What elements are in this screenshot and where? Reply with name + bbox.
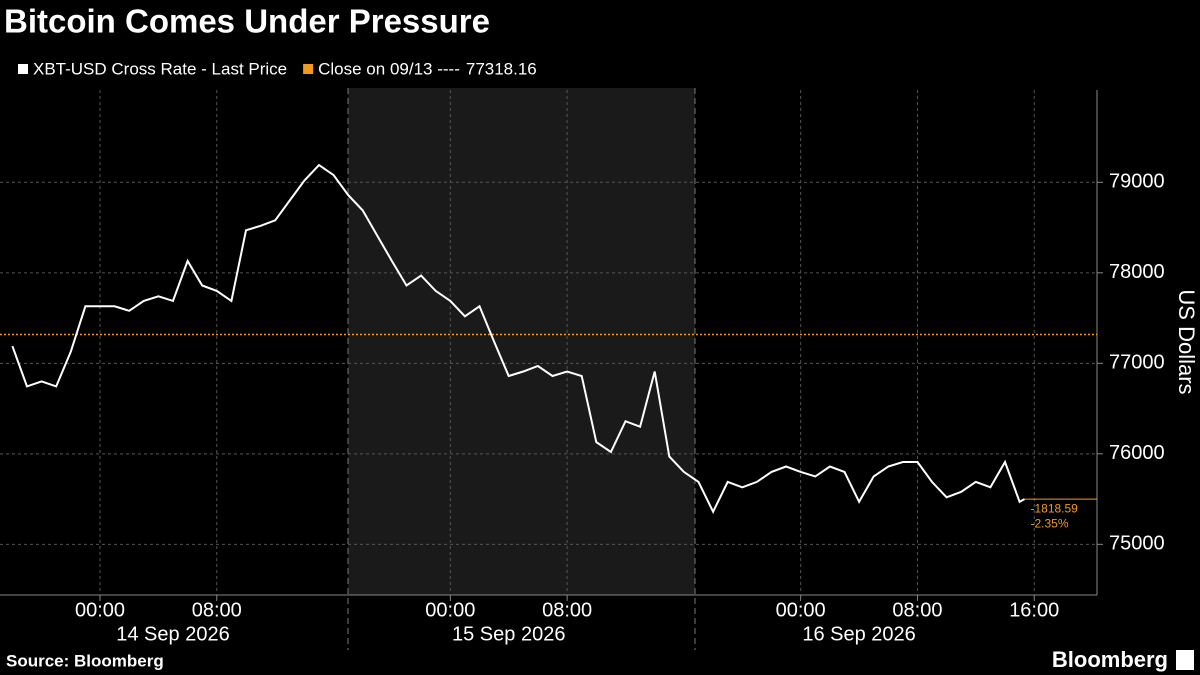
y-tick-label: 76000 bbox=[1109, 442, 1165, 464]
chart-title: Bitcoin Comes Under Pressure bbox=[4, 3, 490, 40]
x-tick-label: 16:00 bbox=[1009, 599, 1059, 621]
y-tick-label: 79000 bbox=[1109, 171, 1165, 193]
x-tick-label: 00:00 bbox=[776, 599, 826, 621]
change-pct-label: -2.35% bbox=[1030, 516, 1068, 530]
date-label: 14 Sep 2026 bbox=[116, 623, 229, 645]
y-tick-label: 77000 bbox=[1109, 352, 1165, 374]
date-label: 15 Sep 2026 bbox=[452, 623, 565, 645]
source: Source: Bloomberg bbox=[6, 651, 164, 670]
legend-label: Close on 09/13 ---- bbox=[318, 59, 460, 78]
price-line bbox=[11, 163, 1025, 514]
brand: Bloomberg bbox=[1052, 647, 1168, 672]
legend-label: XBT-USD Cross Rate - Last Price bbox=[33, 59, 287, 78]
x-tick-label: 08:00 bbox=[892, 599, 942, 621]
day-band bbox=[348, 88, 695, 595]
legend-swatch bbox=[18, 64, 28, 74]
y-tick-label: 78000 bbox=[1109, 261, 1165, 283]
brand-icon bbox=[1176, 650, 1194, 670]
y-tick-label: 75000 bbox=[1109, 533, 1165, 555]
date-label: 16 Sep 2026 bbox=[802, 623, 915, 645]
x-tick-label: 00:00 bbox=[75, 599, 125, 621]
change-label: -1818.59 bbox=[1030, 501, 1078, 515]
x-tick-label: 00:00 bbox=[425, 599, 475, 621]
x-tick-label: 08:00 bbox=[192, 599, 242, 621]
x-tick-label: 08:00 bbox=[542, 599, 592, 621]
legend-value: 77318.16 bbox=[466, 59, 537, 78]
legend-swatch bbox=[303, 64, 314, 74]
y-axis-title: US Dollars bbox=[1174, 289, 1199, 394]
